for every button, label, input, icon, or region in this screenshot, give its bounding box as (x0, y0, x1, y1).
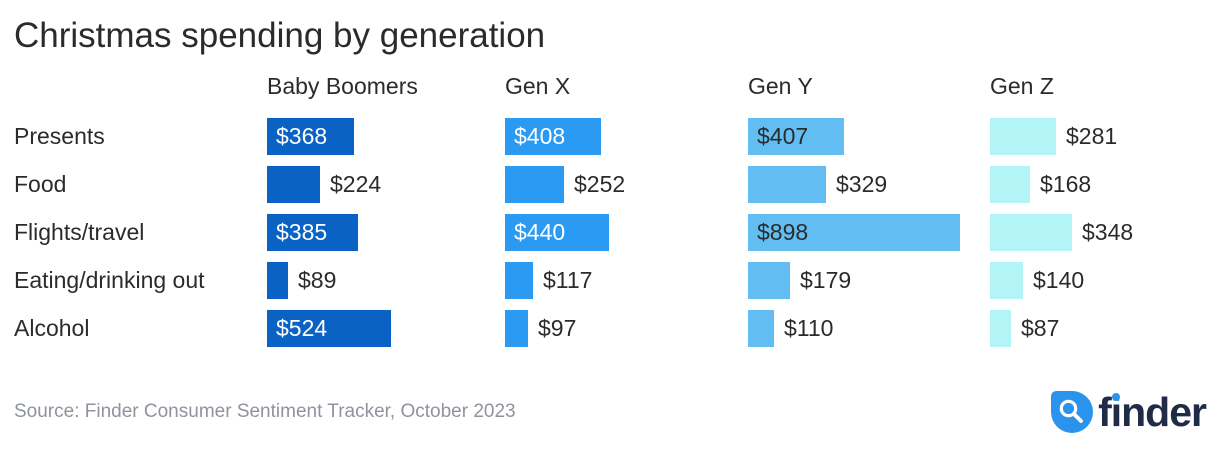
magnifier-droplet-icon (1051, 391, 1094, 433)
bar-value-label: $408 (514, 122, 566, 149)
footer: Source: Finder Consumer Sentiment Tracke… (14, 388, 1207, 450)
spending-bar (990, 213, 1072, 251)
bar-value-label: $348 (1082, 218, 1134, 245)
chart-grid: Baby Boomers Gen X Gen Y Gen Z Presents $368 $… (14, 58, 1206, 352)
bar-cell: $368 (267, 112, 505, 160)
spending-bar: $408 (505, 117, 601, 155)
header-corner-cell (14, 58, 267, 112)
spending-bar: $524 (267, 309, 391, 347)
spending-bar (505, 261, 533, 299)
bar-cell: $224 (267, 160, 505, 208)
spending-bar (990, 117, 1056, 155)
chart-title: Christmas spending by generation (14, 16, 546, 55)
bar-cell: $407 (748, 112, 990, 160)
spending-bar (990, 309, 1011, 347)
bar-value-label: $97 (538, 314, 577, 341)
bar-value-label: $440 (514, 218, 566, 245)
bar-cell: $140 (990, 256, 1206, 304)
spending-bar (267, 165, 320, 203)
bar-cell: $117 (505, 256, 748, 304)
bar-cell: $385 (267, 208, 505, 256)
spending-bar: $385 (267, 213, 358, 251)
bar-value-label: $524 (276, 314, 328, 341)
finder-logo: finder (1050, 389, 1207, 435)
bar-value-label: $368 (276, 122, 328, 149)
spending-bar (990, 261, 1023, 299)
bar-cell: $440 (505, 208, 748, 256)
bar-value-label: $179 (800, 266, 852, 293)
spending-bar (990, 165, 1030, 203)
generation-header: Gen X (505, 73, 571, 99)
spending-bar (748, 309, 774, 347)
bar-value-label: $117 (543, 266, 593, 293)
category-label: Presents (14, 122, 105, 149)
bar-value-label: $252 (574, 170, 626, 197)
bar-value-label: $110 (784, 314, 834, 341)
bar-cell: $89 (267, 256, 505, 304)
spending-bar (748, 165, 826, 203)
spending-bar (267, 261, 288, 299)
category-label: Eating/drinking out (14, 266, 205, 293)
source-text: Source: Finder Consumer Sentiment Tracke… (14, 401, 516, 422)
spending-bar (748, 261, 790, 299)
category-label: Food (14, 170, 67, 197)
spending-bar: $440 (505, 213, 609, 251)
bar-cell: $179 (748, 256, 990, 304)
bar-cell: $168 (990, 160, 1206, 208)
category-label: Alcohol (14, 314, 90, 341)
bar-cell: $87 (990, 304, 1206, 352)
category-label: Flights/travel (14, 218, 145, 245)
bar-value-label: $89 (298, 266, 337, 293)
bar-cell: $898 (748, 208, 990, 256)
spending-bar (505, 309, 528, 347)
bar-cell: $524 (267, 304, 505, 352)
bar-cell: $97 (505, 304, 748, 352)
generation-header: Baby Boomers (267, 73, 418, 99)
generation-header: Gen Y (748, 73, 813, 99)
generation-header: Gen Z (990, 73, 1054, 99)
bar-value-label: $898 (757, 218, 809, 245)
bar-value-label: $407 (757, 122, 809, 149)
spending-bar: $898 (748, 213, 960, 251)
bar-cell: $110 (748, 304, 990, 352)
bar-cell: $252 (505, 160, 748, 208)
bar-cell: $329 (748, 160, 990, 208)
bar-value-label: $329 (836, 170, 888, 197)
logo-text: finder (1098, 389, 1207, 435)
bar-value-label: $224 (330, 170, 382, 197)
bar-cell: $408 (505, 112, 748, 160)
bar-cell: $281 (990, 112, 1206, 160)
bar-value-label: $281 (1066, 122, 1118, 149)
bar-value-label: $87 (1021, 314, 1060, 341)
spending-bar (505, 165, 564, 203)
bar-value-label: $168 (1040, 170, 1092, 197)
bar-value-label: $385 (276, 218, 328, 245)
spending-bar: $407 (748, 117, 844, 155)
spending-bar: $368 (267, 117, 354, 155)
bar-cell: $348 (990, 208, 1206, 256)
bar-value-label: $140 (1033, 266, 1085, 293)
